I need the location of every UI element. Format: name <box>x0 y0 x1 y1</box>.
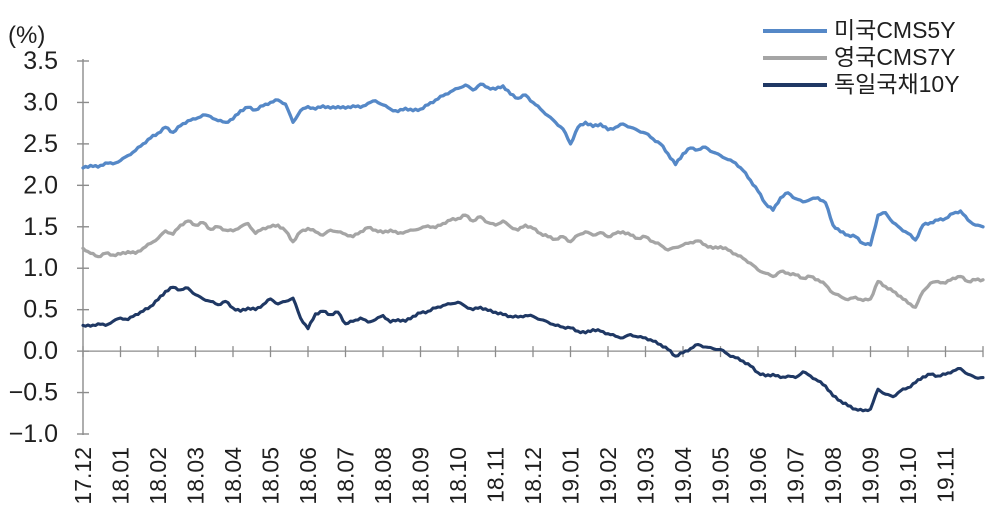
legend: 미국CMS5Y 영국CMS7Y 독일국채10Y <box>763 17 960 98</box>
x-tick-label: 19.03 <box>633 447 659 505</box>
y-tick-label: 3.0 <box>23 88 58 116</box>
x-tick-label: 19.04 <box>670 447 696 505</box>
y-tick-label: 1.0 <box>23 254 58 282</box>
y-tick-label: 0.0 <box>23 337 58 365</box>
series-line-2 <box>81 285 985 413</box>
legend-swatch-us-cms5y-icon <box>763 28 827 33</box>
x-tick-label: 18.08 <box>370 447 396 505</box>
y-tick-label: −1.0 <box>9 420 58 448</box>
x-tick-label: 18.05 <box>258 447 284 505</box>
x-tick-label: 18.10 <box>445 447 471 505</box>
y-tick-label: −0.5 <box>9 379 58 407</box>
x-tick-label: 19.10 <box>895 447 921 505</box>
x-tick-label: 18.02 <box>145 447 171 505</box>
legend-item-de-govt10y: 독일국채10Y <box>763 71 960 98</box>
legend-swatch-uk-cms7y-icon <box>763 55 827 60</box>
series-line-1 <box>81 213 985 309</box>
y-tick-label: 1.5 <box>23 213 58 241</box>
x-tick-label: 18.01 <box>108 447 134 505</box>
legend-swatch-de-govt10y-icon <box>763 82 827 87</box>
legend-item-uk-cms7y: 영국CMS7Y <box>763 44 960 71</box>
x-tick-label: 18.12 <box>520 447 546 505</box>
series-line-0 <box>81 82 985 247</box>
y-tick-label: 3.5 <box>23 47 58 75</box>
x-tick-label: 18.03 <box>183 447 209 505</box>
x-tick-label: 19.01 <box>558 447 584 505</box>
legend-label-uk-cms7y: 영국CMS7Y <box>834 44 956 70</box>
legend-label-de-govt10y: 독일국채10Y <box>834 71 960 97</box>
x-tick-label: 19.09 <box>858 447 884 505</box>
x-tick-label: 19.02 <box>595 447 621 505</box>
x-tick-label: 18.09 <box>408 447 434 505</box>
x-tick-label: 19.08 <box>820 447 846 505</box>
x-tick-label: 19.05 <box>708 447 734 505</box>
y-axis-unit-label: (%) <box>8 22 46 49</box>
x-tick-label: 18.11 <box>483 447 509 503</box>
x-tick-label: 17.12 <box>70 447 96 505</box>
x-tick-label: 18.06 <box>295 447 321 505</box>
x-tick-label: 18.07 <box>333 447 359 505</box>
x-tick-label: 18.04 <box>220 447 246 505</box>
y-tick-label: 0.5 <box>23 296 58 324</box>
y-tick-label: 2.0 <box>23 171 58 199</box>
x-tick-label: 19.11 <box>933 447 959 503</box>
x-tick-label: 19.06 <box>745 447 771 505</box>
legend-item-us-cms5y: 미국CMS5Y <box>763 17 960 44</box>
legend-label-us-cms5y: 미국CMS5Y <box>834 17 956 43</box>
x-tick-label: 19.07 <box>783 447 809 505</box>
y-tick-label: 2.5 <box>23 130 58 158</box>
